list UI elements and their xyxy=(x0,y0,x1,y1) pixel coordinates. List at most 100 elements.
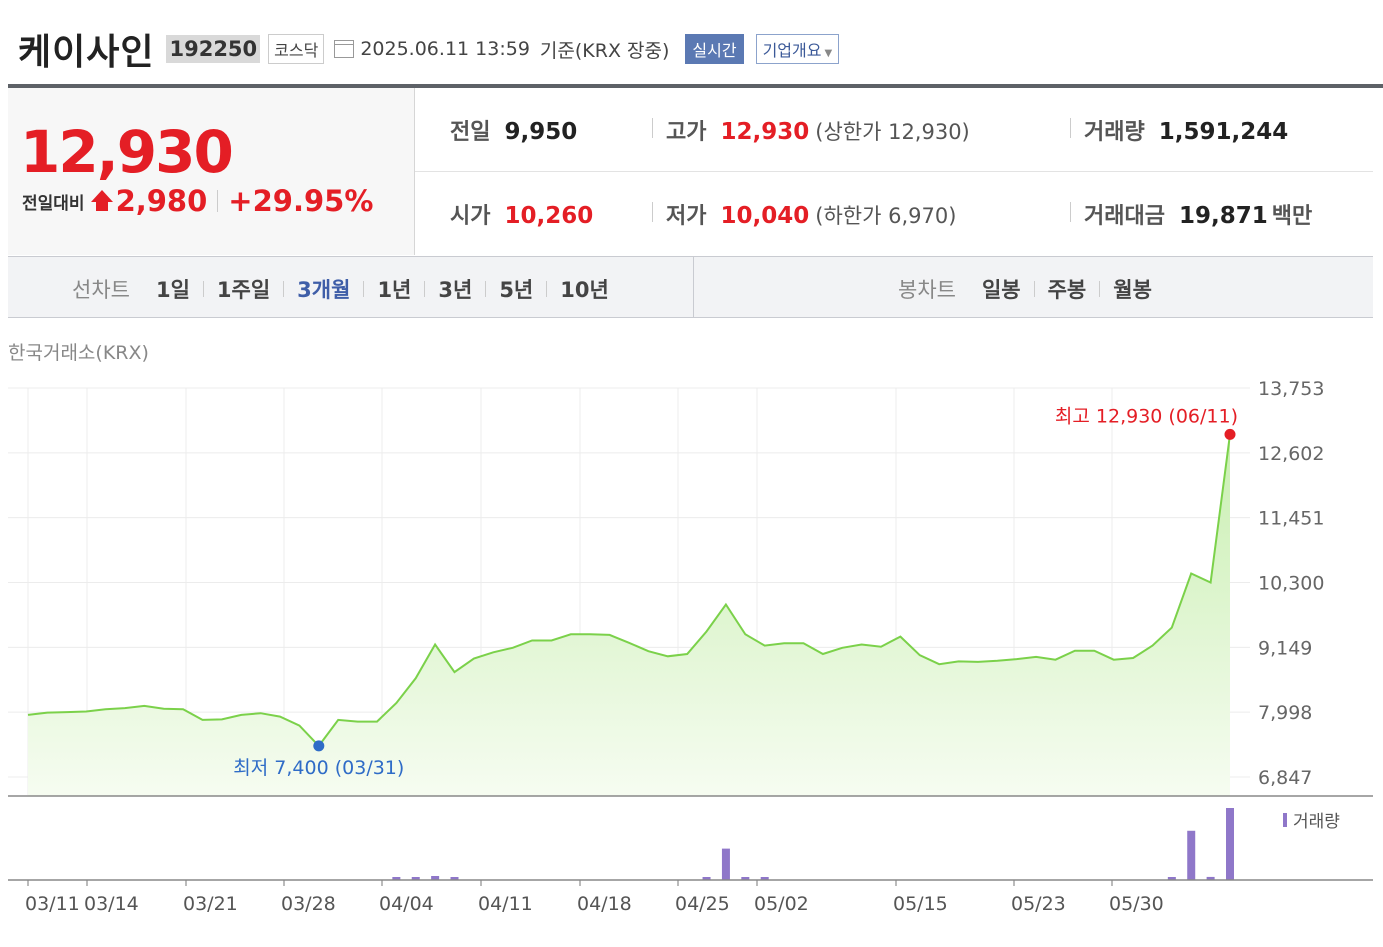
y-tick-label: 9,149 xyxy=(1258,637,1312,659)
divider xyxy=(1033,281,1035,297)
x-tick-label: 03/21 xyxy=(183,893,238,915)
divider xyxy=(202,281,204,297)
x-tick-label: 03/14 xyxy=(84,893,139,915)
volume-legend-swatch xyxy=(1283,813,1287,827)
volume-label: 거래량 xyxy=(1084,120,1145,145)
high-value: 12,930 xyxy=(720,119,810,145)
candle-tabs: 봉차트 일봉 주봉 월봉 xyxy=(898,274,1152,304)
company-overview-label: 기업개요 xyxy=(762,41,822,60)
x-tick-label: 05/02 xyxy=(754,893,809,915)
candle-chart-label: 봉차트 xyxy=(898,278,956,302)
x-tick-label: 04/11 xyxy=(478,893,533,915)
volume-bar xyxy=(741,877,750,880)
volume-bar xyxy=(1187,830,1196,880)
current-price: 12,930 xyxy=(20,118,234,186)
chart-tabs: 선차트 1일 1주일 3개월 1년 3년 5년 10년 봉차트 일봉 주봉 월봉 xyxy=(8,256,1373,318)
divider xyxy=(1070,118,1071,138)
divider xyxy=(652,202,653,222)
high-annotation: 최고 12,930 (06/11) xyxy=(1055,405,1238,427)
prev-close-cell: 전일 9,950 xyxy=(450,114,577,146)
x-tick-label: 05/15 xyxy=(893,893,948,915)
exchange-label: 한국거래소(KRX) xyxy=(8,342,149,364)
x-tick-label: 03/28 xyxy=(281,893,336,915)
price-line xyxy=(27,434,1231,748)
change-row: 전일대비 2,980 +29.95% xyxy=(22,184,373,218)
x-tick-label: 04/25 xyxy=(675,893,730,915)
low-annotation: 최저 7,400 (03/31) xyxy=(233,757,404,779)
tab-1d[interactable]: 1일 xyxy=(155,278,190,302)
tab-1y[interactable]: 1년 xyxy=(377,278,412,302)
divider xyxy=(485,281,487,297)
high-point-marker xyxy=(1224,428,1236,440)
volume-bar xyxy=(1226,808,1234,880)
amount-cell: 거래대금 19,871 백만 xyxy=(1084,198,1312,230)
divider xyxy=(546,281,548,297)
market-badge: 코스닥 xyxy=(268,34,325,64)
tab-3y[interactable]: 3년 xyxy=(438,278,473,302)
low-point-marker xyxy=(313,740,325,752)
volume-bar xyxy=(1206,876,1215,880)
tab-monthly[interactable]: 월봉 xyxy=(1113,278,1152,302)
volume-bar xyxy=(702,877,711,880)
period-tabs: 선차트 1일 1주일 3개월 1년 3년 5년 10년 xyxy=(72,274,609,304)
company-name: 케이사인 xyxy=(18,32,155,73)
y-tick-label: 11,451 xyxy=(1258,508,1324,530)
divider xyxy=(652,118,653,138)
amount-unit: 백만 xyxy=(1271,204,1313,229)
volume-bar xyxy=(450,877,459,880)
quote-info: 12,930 전일대비 2,980 +29.95% 전일 9,950 고가 12… xyxy=(8,88,1373,257)
quote-basis: 기준(KRX 장중) xyxy=(539,39,670,62)
volume-bar xyxy=(392,877,401,880)
volume-bar xyxy=(760,877,769,880)
chart-axes: 13,753 12,602 11,451 10,300 9,149 7,998 6,847 0… xyxy=(8,378,1373,915)
volume-bar xyxy=(721,848,730,880)
header-divider xyxy=(8,84,1383,88)
calendar-icon xyxy=(334,40,355,58)
volume-bars xyxy=(392,808,1234,880)
x-tick-label: 03/11 xyxy=(25,893,80,915)
info-row-divider xyxy=(415,171,1373,172)
volume-bar xyxy=(411,877,420,880)
divider xyxy=(283,281,285,297)
volume-value: 1,591,244 xyxy=(1158,119,1289,145)
line-chart-label: 선차트 xyxy=(72,278,130,302)
tab-1w[interactable]: 1주일 xyxy=(216,278,271,302)
y-tick-label: 13,753 xyxy=(1258,378,1324,400)
y-tick-label: 10,300 xyxy=(1258,573,1324,595)
volume-cell: 거래량 1,591,244 xyxy=(1084,114,1288,146)
high-cell: 고가 12,930 (상한가 12,930) xyxy=(666,114,970,146)
tab-10y[interactable]: 10년 xyxy=(560,278,609,302)
caret-down-icon: ▼ xyxy=(824,48,833,59)
company-overview-dropdown[interactable]: 기업개요 ▼ xyxy=(755,34,840,64)
upper-limit: (상한가 12,930) xyxy=(815,120,970,144)
tab-daily[interactable]: 일봉 xyxy=(981,278,1021,302)
amount-value: 19,871 xyxy=(1178,203,1268,229)
title-row: 케이사인 192250 코스닥 2025.06.11 13:59 기준(KRX … xyxy=(18,24,840,74)
divider xyxy=(1070,202,1071,222)
price-box: 12,930 전일대비 2,980 +29.95% xyxy=(8,88,415,255)
quote-datetime: 2025.06.11 13:59 xyxy=(360,38,530,60)
low-label: 저가 xyxy=(666,204,707,229)
realtime-button[interactable]: 실시간 xyxy=(685,34,744,64)
tab-weekly[interactable]: 주봉 xyxy=(1047,278,1087,302)
tab-3m[interactable]: 3개월 xyxy=(297,278,351,302)
x-tick-label: 05/30 xyxy=(1109,893,1164,915)
volume-legend-label: 거래량 xyxy=(1293,812,1340,832)
y-tick-label: 7,998 xyxy=(1258,702,1312,724)
divider xyxy=(1099,281,1101,297)
volume-bar xyxy=(431,876,440,880)
y-tick-label: 12,602 xyxy=(1258,443,1324,465)
price-area xyxy=(28,434,1230,796)
volume-bar xyxy=(1167,877,1176,880)
open-label: 시가 xyxy=(450,204,491,229)
tab-5y[interactable]: 5년 xyxy=(499,278,534,302)
high-label: 고가 xyxy=(666,120,707,145)
stock-code: 192250 xyxy=(166,35,261,63)
prev-close-label: 전일 xyxy=(450,120,491,145)
low-value: 10,040 xyxy=(720,203,810,229)
change-percent: +29.95% xyxy=(228,184,374,218)
chart-annotations: 최고 12,930 (06/11) 최저 7,400 (03/31) 거래량 xyxy=(233,405,1340,832)
x-tick-label: 05/23 xyxy=(1011,893,1066,915)
y-tick-label: 6,847 xyxy=(1258,767,1312,789)
